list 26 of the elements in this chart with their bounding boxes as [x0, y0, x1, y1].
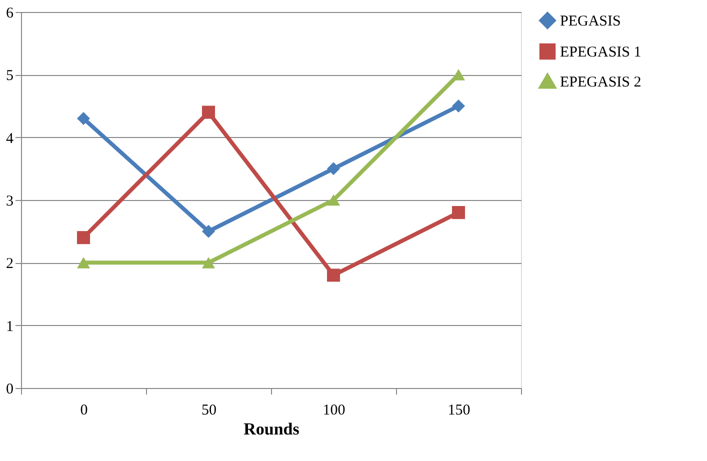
point [76, 231, 90, 244]
point [452, 99, 466, 113]
point [202, 106, 216, 119]
x-tick-label: 50 [202, 402, 216, 418]
y-tick-label: 1 [6, 318, 14, 335]
y-tick-label: 5 [6, 68, 14, 84]
y-tick-label: 0 [6, 382, 14, 398]
point [76, 257, 90, 268]
point [452, 206, 466, 220]
x-tick-label: 100 [322, 402, 346, 418]
point [76, 112, 90, 126]
point [326, 268, 340, 282]
point [202, 257, 216, 268]
legend-label: EPEGASIS 1 [560, 44, 642, 60]
point [202, 224, 216, 238]
x-axis-title: Rounds [244, 420, 300, 438]
y-tick-label: 3 [6, 194, 14, 210]
x-tick-label: 0 [80, 402, 88, 418]
legend-label: EPEGASIS 2 [560, 74, 642, 90]
y-tick-label: 2 [6, 256, 14, 272]
point [326, 194, 340, 206]
x-tick-label: 150 [448, 402, 470, 418]
y-tick-label: 4 [6, 130, 14, 147]
point [326, 162, 340, 176]
legend-label: PEGASIS [560, 14, 621, 30]
y-tick-label: 6 [6, 6, 14, 22]
